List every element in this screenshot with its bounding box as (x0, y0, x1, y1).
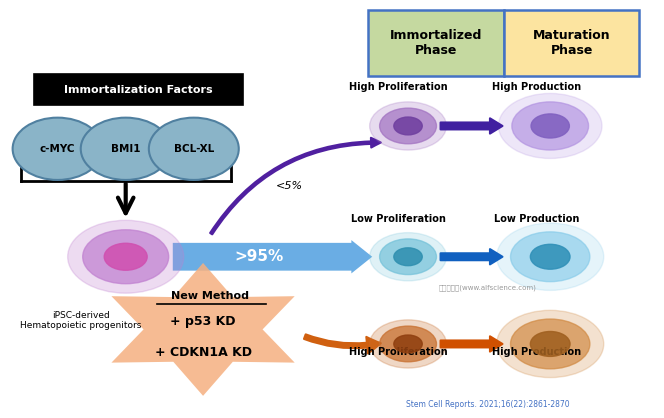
Text: Maturation
Phase: Maturation Phase (533, 29, 610, 57)
Text: New Method: New Method (171, 291, 249, 301)
FancyArrowPatch shape (173, 240, 373, 273)
FancyArrowPatch shape (441, 336, 503, 352)
Text: BMI1: BMI1 (111, 144, 141, 154)
Circle shape (394, 117, 422, 135)
Circle shape (512, 102, 588, 150)
Circle shape (380, 239, 436, 275)
Text: iPSC-derived
Hematopoietic progenitors: iPSC-derived Hematopoietic progenitors (20, 311, 141, 330)
Text: High Proliferation: High Proliferation (349, 347, 448, 357)
Circle shape (511, 232, 590, 282)
Circle shape (511, 319, 590, 369)
FancyBboxPatch shape (369, 10, 504, 76)
Circle shape (380, 108, 436, 144)
Polygon shape (112, 263, 295, 396)
Text: 阿尔法科技(www.alfscience.com): 阿尔法科技(www.alfscience.com) (438, 285, 537, 291)
Circle shape (104, 243, 147, 270)
Circle shape (380, 326, 436, 362)
Text: c-MYC: c-MYC (40, 144, 75, 154)
Circle shape (394, 248, 422, 266)
FancyBboxPatch shape (504, 10, 639, 76)
FancyArrowPatch shape (441, 118, 503, 134)
Circle shape (370, 233, 446, 281)
FancyArrowPatch shape (210, 138, 380, 234)
Ellipse shape (81, 117, 171, 180)
Text: >95%: >95% (234, 249, 284, 264)
Text: Immortalized
Phase: Immortalized Phase (390, 29, 482, 57)
FancyArrowPatch shape (441, 249, 503, 265)
Circle shape (394, 335, 422, 353)
FancyArrowPatch shape (304, 334, 381, 354)
Circle shape (68, 220, 184, 293)
Text: + p53 KD: + p53 KD (170, 316, 236, 329)
Text: Immortalization Factors: Immortalization Factors (64, 84, 213, 94)
Circle shape (370, 320, 446, 368)
Ellipse shape (13, 117, 102, 180)
Ellipse shape (149, 117, 239, 180)
Circle shape (370, 102, 446, 150)
Text: High Production: High Production (493, 82, 582, 92)
Text: Low Proliferation: Low Proliferation (351, 214, 446, 224)
Text: Low Production: Low Production (494, 214, 580, 224)
Text: High Proliferation: High Proliferation (349, 82, 448, 92)
Text: High Production: High Production (493, 347, 582, 357)
Circle shape (531, 114, 569, 138)
FancyBboxPatch shape (35, 74, 243, 105)
Text: Stem Cell Reports. 2021;16(22):2861-2870: Stem Cell Reports. 2021;16(22):2861-2870 (406, 400, 569, 410)
Circle shape (531, 331, 570, 357)
Circle shape (497, 310, 604, 377)
Circle shape (499, 94, 602, 158)
Text: + CDKN1A KD: + CDKN1A KD (155, 346, 252, 359)
Circle shape (531, 244, 570, 269)
Circle shape (497, 223, 604, 291)
Circle shape (83, 230, 169, 284)
Text: BCL-XL: BCL-XL (174, 144, 214, 154)
Text: <5%: <5% (276, 181, 303, 191)
